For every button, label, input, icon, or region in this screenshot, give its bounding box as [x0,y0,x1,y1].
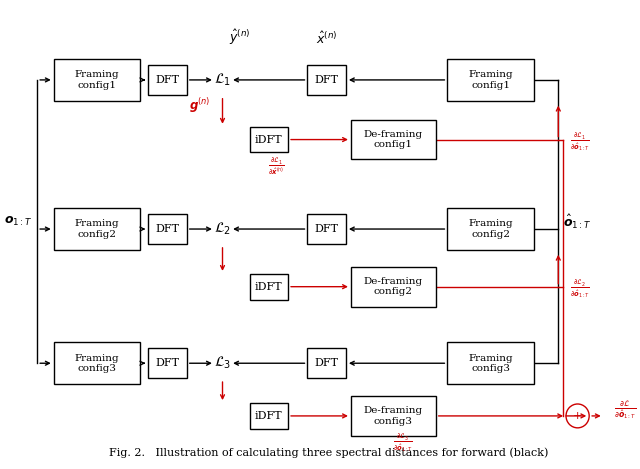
FancyBboxPatch shape [250,274,288,300]
FancyBboxPatch shape [307,214,346,244]
Text: DFT: DFT [315,75,339,85]
Text: De-framing
config2: De-framing config2 [364,277,423,296]
Text: Framing
config2: Framing config2 [75,219,120,239]
Text: Framing
config3: Framing config3 [468,354,513,373]
Text: DFT: DFT [315,224,339,234]
FancyBboxPatch shape [148,65,187,95]
Text: $\frac{\partial \mathcal{L}}{\partial \hat{\boldsymbol{o}}_{1:T}}$: $\frac{\partial \mathcal{L}}{\partial \h… [614,399,636,421]
Text: Framing
config1: Framing config1 [75,70,120,90]
FancyBboxPatch shape [447,208,534,250]
Text: iDFT: iDFT [255,282,283,292]
Text: Framing
config2: Framing config2 [468,219,513,239]
Text: DFT: DFT [156,224,179,234]
Text: $\boldsymbol{o}_{1:T}$: $\boldsymbol{o}_{1:T}$ [4,215,33,228]
Text: $\mathcal{L}_3$: $\mathcal{L}_3$ [214,355,231,371]
Text: +: + [573,411,582,421]
Text: $\frac{\partial \mathcal{L}_2}{\partial \hat{\boldsymbol{o}}_{1:T}}$: $\frac{\partial \mathcal{L}_2}{\partial … [570,279,589,300]
FancyBboxPatch shape [447,59,534,101]
FancyBboxPatch shape [307,348,346,378]
Text: $\boldsymbol{g}^{(n)}$: $\boldsymbol{g}^{(n)}$ [189,96,211,115]
FancyBboxPatch shape [351,120,436,159]
Text: Framing
config3: Framing config3 [75,354,120,373]
Text: iDFT: iDFT [255,135,283,144]
FancyBboxPatch shape [148,214,187,244]
Text: $\hat{x}^{(n)}$: $\hat{x}^{(n)}$ [316,31,337,47]
Text: De-framing
config3: De-framing config3 [364,406,423,426]
Text: $\mathcal{L}_2$: $\mathcal{L}_2$ [214,221,231,237]
FancyBboxPatch shape [307,65,346,95]
FancyBboxPatch shape [54,342,141,384]
FancyBboxPatch shape [351,396,436,436]
FancyBboxPatch shape [148,348,187,378]
Text: Fig. 2.   Illustration of calculating three spectral distances for forward (blac: Fig. 2. Illustration of calculating thre… [109,447,548,458]
Text: $\frac{\partial \mathcal{L}_1}{\partial \hat{\boldsymbol{o}}_{1:T}}$: $\frac{\partial \mathcal{L}_1}{\partial … [570,132,589,153]
Text: DFT: DFT [315,358,339,368]
Text: $\mathcal{L}_1$: $\mathcal{L}_1$ [214,72,231,88]
FancyBboxPatch shape [54,208,141,250]
Text: $\hat{y}^{(n)}$: $\hat{y}^{(n)}$ [229,28,251,47]
FancyBboxPatch shape [54,59,141,101]
Text: DFT: DFT [156,75,179,85]
FancyBboxPatch shape [351,267,436,307]
FancyBboxPatch shape [250,403,288,429]
FancyBboxPatch shape [250,127,288,152]
Text: Framing
config1: Framing config1 [468,70,513,90]
Text: $\frac{\partial \mathcal{L}_1}{\partial \hat{\boldsymbol{x}}^{(n)}}$: $\frac{\partial \mathcal{L}_1}{\partial … [268,157,285,177]
Text: DFT: DFT [156,358,179,368]
Text: iDFT: iDFT [255,411,283,421]
FancyBboxPatch shape [447,342,534,384]
Text: $\frac{\partial \mathcal{L}_3}{\partial \hat{\boldsymbol{o}}_{1:T}}$: $\frac{\partial \mathcal{L}_3}{\partial … [393,433,413,454]
Text: $\hat{\boldsymbol{o}}_{1:T}$: $\hat{\boldsymbol{o}}_{1:T}$ [563,212,592,231]
Text: De-framing
config1: De-framing config1 [364,130,423,149]
